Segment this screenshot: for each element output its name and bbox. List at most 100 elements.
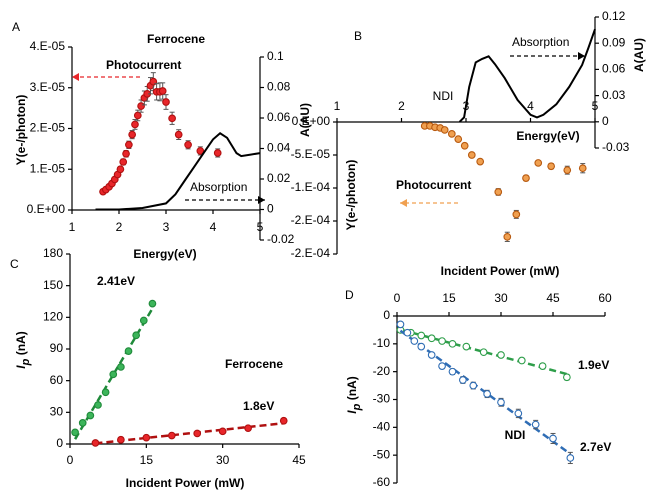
data-point [91, 439, 100, 447]
y-tick-label: -2.E-04 [291, 246, 331, 260]
data-point [517, 356, 526, 365]
x-tick-label: 45 [292, 453, 306, 467]
x-tick-label: 1 [334, 99, 341, 113]
x-tick-label: 60 [598, 291, 612, 305]
data-point [563, 166, 572, 175]
data-point [514, 409, 523, 418]
panel: A Ferrocene 1 2 3 4 5 0.E+00 1.E-05 2.E-05 3.E-05 4… [12, 20, 312, 261]
series-label: 1.8eV [243, 399, 274, 413]
data-point [168, 114, 176, 123]
data-point [78, 419, 87, 427]
data-point [403, 328, 412, 337]
data-point [218, 427, 227, 436]
x-tick-label: 5 [592, 99, 599, 113]
absorption-line [458, 28, 596, 123]
data-point [447, 130, 456, 138]
fit-line [95, 421, 284, 445]
series-label: Photocurrent [396, 178, 471, 192]
series-label: 1.9eV [578, 358, 609, 372]
data-point [131, 120, 139, 129]
panel-title: NDI [505, 428, 526, 442]
data-point [454, 135, 463, 144]
x-tick-label: 15 [140, 453, 154, 467]
data-point [531, 420, 540, 429]
y2-tick-label: 0.02 [267, 171, 291, 185]
data-point [469, 381, 478, 390]
y-axis-title: Y(e-/photon) [344, 160, 358, 231]
data-point [213, 149, 222, 157]
data-point [196, 147, 205, 155]
y-title-part: I [14, 365, 28, 369]
y2-tick-label: 0.09 [602, 35, 626, 49]
x-tick-label: 2 [116, 220, 123, 234]
y-axis-title: Y(e-/photon) [14, 95, 28, 166]
data-point [133, 111, 142, 120]
data-point [438, 337, 446, 345]
data-point [101, 388, 110, 397]
series-label: 2.7eV [580, 440, 611, 454]
panel-letter: D [345, 288, 354, 302]
panel-title: NDI [433, 89, 454, 103]
panel-title: Ferrocene [225, 357, 283, 371]
data-point [167, 431, 176, 440]
y2-tick-label: 0.03 [602, 88, 626, 102]
panel-letter: A [12, 20, 20, 34]
data-point [142, 433, 151, 442]
data-point [476, 157, 485, 166]
data-point [512, 210, 521, 219]
y-title-sub: p [351, 403, 363, 411]
x-tick-label: 1 [69, 220, 76, 234]
x-tick-label: 30 [216, 453, 230, 467]
y-tick-label: 1.E-05 [30, 161, 66, 175]
data-point [193, 429, 202, 438]
y-tick-label: -2.E-04 [291, 213, 331, 227]
data-point [109, 370, 118, 379]
series-label: Absorption [190, 180, 247, 194]
data-point [132, 331, 141, 340]
data-point [438, 362, 446, 370]
x-tick-label: 30 [494, 291, 508, 305]
data-point [184, 140, 192, 149]
y2-tick-label: -0.02 [267, 232, 295, 246]
x-axis-title: Energy(eV) [133, 247, 196, 261]
series-label: 2.41eV [97, 274, 135, 288]
data-point [125, 140, 133, 149]
data-point [494, 188, 503, 196]
data-point [440, 126, 449, 134]
x-tick-label: 0 [67, 453, 74, 467]
y-title-part: I [345, 410, 359, 414]
data-point [128, 130, 137, 139]
panel-letter: C [10, 257, 19, 271]
y2-axis-title: A(AU) [632, 38, 646, 72]
y-tick-label: 4.E-05 [30, 39, 66, 53]
panel-title: Ferrocene [147, 32, 205, 46]
x-tick-label: 0 [394, 291, 401, 305]
x-tick-label: 5 [257, 220, 264, 234]
y-tick-label: 3.E-05 [30, 80, 66, 94]
data-point [119, 158, 128, 166]
data-point [534, 159, 543, 167]
y-tick-label: -1.E-04 [291, 180, 331, 194]
arrow-head [258, 196, 265, 204]
x-axis-title: Incident Power (mW) [441, 264, 560, 278]
y-tick-label: -20 [373, 364, 391, 378]
data-point [116, 165, 125, 174]
y-tick-label: 60 [50, 373, 64, 387]
y-tick-label: 120 [43, 310, 63, 324]
data-point [148, 299, 157, 308]
y-tick-label: 0.E+00 [27, 202, 66, 216]
data-point [522, 174, 530, 182]
x-tick-label: 45 [546, 291, 560, 305]
data-point [547, 162, 555, 171]
y2-axis-title: A(AU) [298, 103, 312, 137]
arrow-head [400, 199, 407, 207]
y-tick-label: 150 [43, 278, 63, 292]
x-axis-title: Energy(eV) [516, 129, 579, 143]
y-tick-label: 0.E+00 [292, 114, 331, 128]
y-tick-label: 180 [43, 246, 63, 260]
x-axis-title: Incident Power (mW) [126, 476, 245, 490]
data-point [162, 98, 170, 106]
data-point [117, 363, 125, 371]
data-point [117, 435, 125, 444]
panel: D NDI 0 15 30 45 60 -60 -50 -40 -30 -20 -10 0 Incident… [345, 264, 612, 489]
